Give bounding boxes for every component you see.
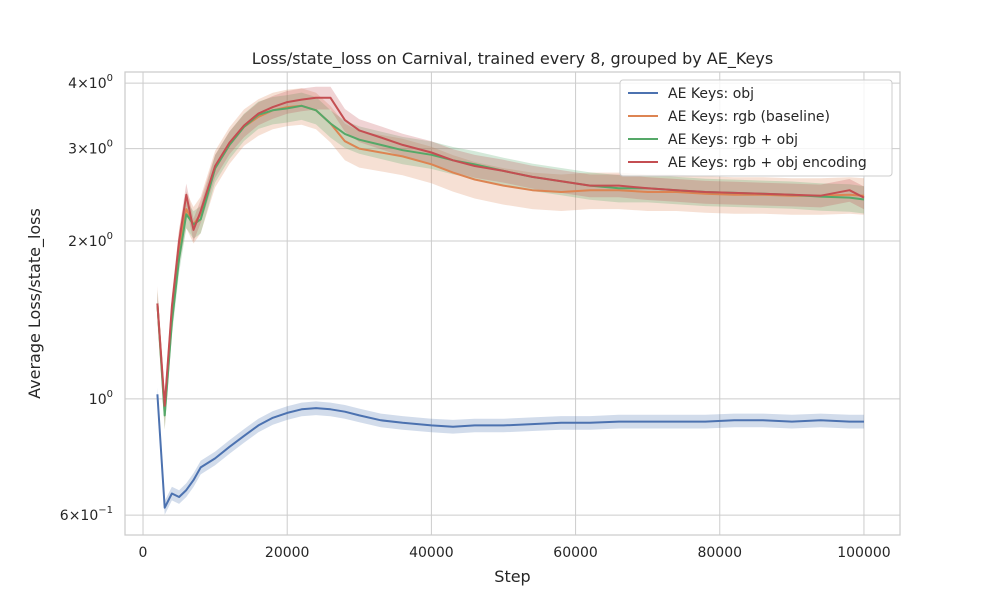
- series-line-3: [156, 96, 865, 407]
- x-tick-label: 100000: [837, 545, 890, 561]
- series-line-0: [156, 394, 864, 509]
- series-lines: [156, 96, 865, 509]
- plot-frame: [124, 71, 901, 536]
- x-tick-label: 20000: [265, 545, 310, 561]
- legend-label: AE Keys: rgb + obj: [668, 132, 798, 148]
- y-tick-label: 100: [89, 389, 113, 408]
- x-tick-label: 40000: [409, 545, 454, 561]
- series-line-1: [156, 104, 865, 412]
- confidence-bands: [157, 86, 864, 515]
- legend-label: AE Keys: rgb + obj encoding: [668, 155, 867, 171]
- y-tick-label: 3×100: [68, 139, 113, 158]
- legend-label: AE Keys: rgb (baseline): [668, 109, 830, 125]
- y-tick-label: 4×100: [68, 73, 113, 92]
- y-tick-label: 2×100: [68, 231, 113, 250]
- y-axis-title: Average Loss/state_loss: [25, 208, 45, 399]
- x-tick-label: 60000: [553, 545, 598, 561]
- legend-label: AE Keys: obj: [668, 86, 754, 102]
- x-axis-ticks: 0 20000 40000 60000 80000 100000: [139, 545, 891, 561]
- x-tick-label: 80000: [697, 545, 742, 561]
- x-axis-title: Step: [494, 567, 530, 586]
- y-axis-ticks: 6×10−1 100 2×100 3×100 4×100: [60, 73, 113, 524]
- chart-title: Loss/state_loss on Carnival, trained eve…: [252, 49, 773, 69]
- y-tick-label: 6×10−1: [60, 505, 113, 524]
- series-band-2: [157, 92, 864, 430]
- legend: AE Keys: obj AE Keys: rgb (baseline) AE Ke…: [619, 79, 893, 177]
- legend-box: [619, 79, 893, 177]
- series-band-0: [157, 387, 864, 515]
- x-tick-label: 0: [139, 545, 148, 561]
